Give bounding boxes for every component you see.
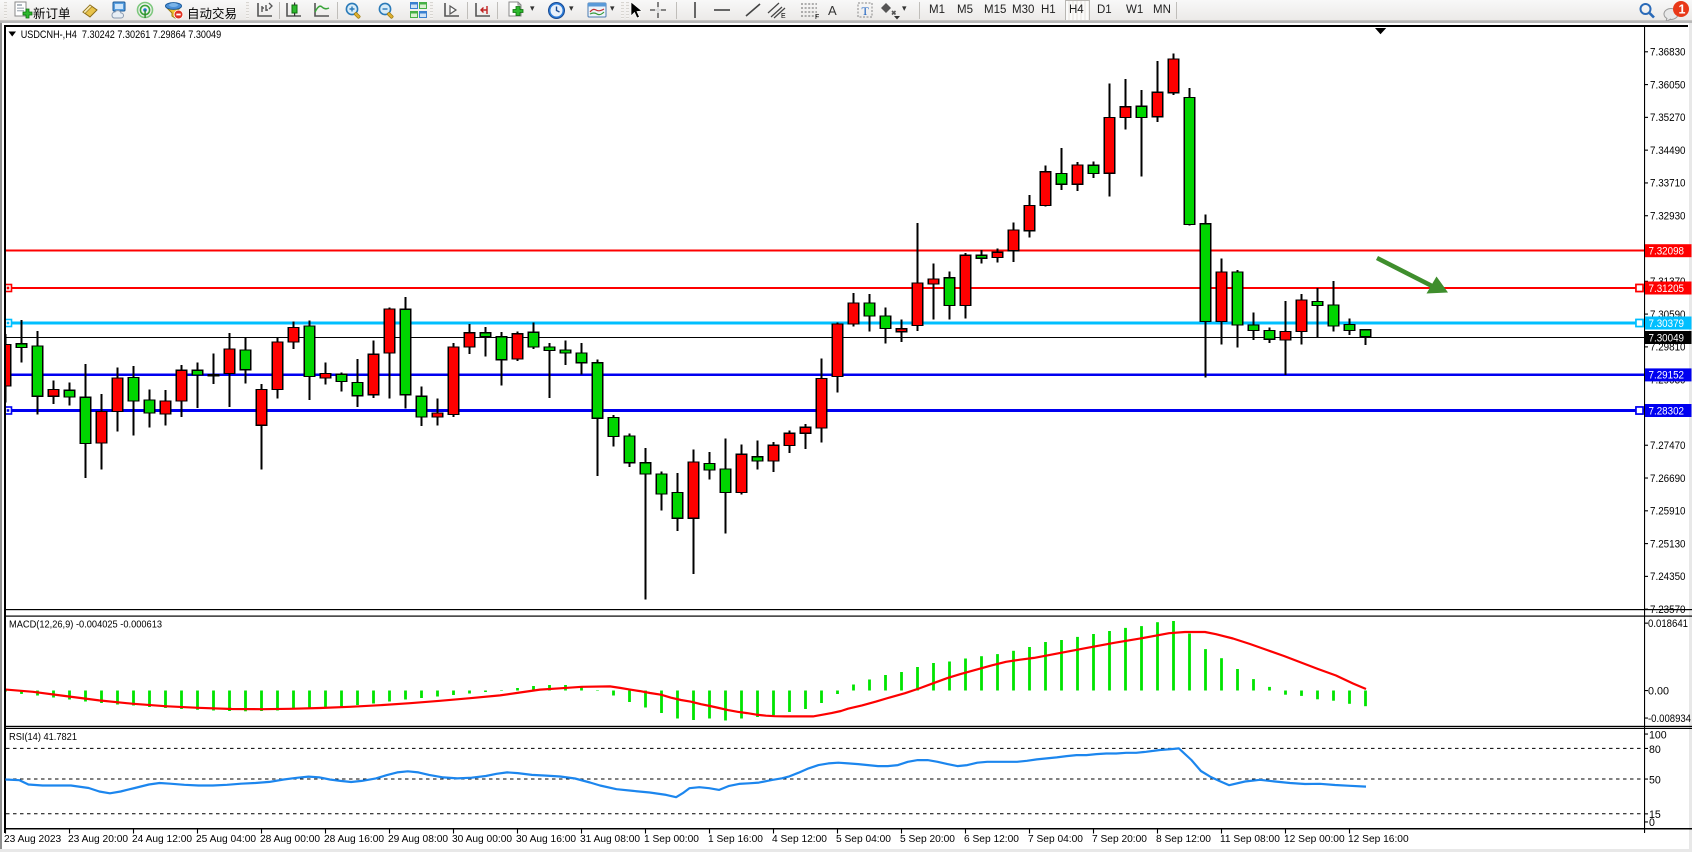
svg-text:50: 50 [1649,774,1661,786]
svg-text:15: 15 [1649,809,1661,821]
svg-text:30 Aug 00:00: 30 Aug 00:00 [452,834,512,845]
svg-text:7.30049: 7.30049 [1649,332,1685,344]
svg-text:4 Sep 12:00: 4 Sep 12:00 [772,834,827,845]
svg-text:7.25130: 7.25130 [1650,538,1686,550]
svg-text:-0.008934: -0.008934 [1648,713,1691,725]
svg-text:7.32930: 7.32930 [1650,211,1686,223]
svg-text:12 Sep 16:00: 12 Sep 16:00 [1348,834,1409,845]
svg-text:RSI(14) 41.7821: RSI(14) 41.7821 [9,732,77,743]
svg-text:E: E [781,13,786,20]
svg-text:0.00: 0.00 [1648,686,1669,698]
svg-text:7.24350: 7.24350 [1650,571,1686,583]
svg-text:1 Sep 00:00: 1 Sep 00:00 [644,834,699,845]
svg-text:12 Sep 00:00: 12 Sep 00:00 [1284,834,1345,845]
svg-text:23 Aug 20:00: 23 Aug 20:00 [68,834,128,845]
svg-text:28 Aug 00:00: 28 Aug 00:00 [260,834,320,845]
svg-text:7.33710: 7.33710 [1650,178,1686,190]
svg-text:7.27470: 7.27470 [1650,440,1686,452]
svg-text:30 Aug 16:00: 30 Aug 16:00 [516,834,576,845]
svg-text:0.018641: 0.018641 [1648,618,1688,630]
svg-text:7.30379: 7.30379 [1649,318,1685,330]
svg-text:7 Sep 04:00: 7 Sep 04:00 [1028,834,1083,845]
svg-text:24 Aug 12:00: 24 Aug 12:00 [132,834,192,845]
svg-text:USDCNH-,H4 7.30242 7.30261 7.: USDCNH-,H4 7.30242 7.30261 7.29864 7.300… [21,29,222,41]
svg-text:7 Sep 20:00: 7 Sep 20:00 [1092,834,1147,845]
svg-text:29 Aug 08:00: 29 Aug 08:00 [388,834,448,845]
svg-text:6 Sep 12:00: 6 Sep 12:00 [964,834,1019,845]
svg-text:7.28302: 7.28302 [1649,405,1685,417]
svg-text:0: 0 [1649,817,1655,829]
svg-text:100: 100 [1649,730,1667,742]
svg-text:1: 1 [1679,3,1686,17]
svg-text:T: T [862,4,870,18]
svg-text:F: F [815,14,819,20]
svg-text:7.35270: 7.35270 [1650,112,1686,124]
svg-text:80: 80 [1649,744,1661,756]
svg-text:7.34490: 7.34490 [1650,145,1686,157]
svg-text:7.26690: 7.26690 [1650,473,1686,485]
svg-text:7.36050: 7.36050 [1650,79,1686,91]
svg-text:5 Sep 20:00: 5 Sep 20:00 [900,834,955,845]
svg-text:25 Aug 04:00: 25 Aug 04:00 [196,834,256,845]
svg-text:28 Aug 16:00: 28 Aug 16:00 [324,834,384,845]
svg-text:5 Sep 04:00: 5 Sep 04:00 [836,834,891,845]
svg-text:7.29152: 7.29152 [1649,370,1685,382]
svg-text:7.25910: 7.25910 [1650,506,1686,518]
svg-text:11 Sep 08:00: 11 Sep 08:00 [1220,834,1280,845]
svg-text:7.23570: 7.23570 [1650,604,1686,616]
svg-text:7.29810: 7.29810 [1650,342,1686,354]
svg-text:MACD(12,26,9) -0.004025 -0.000: MACD(12,26,9) -0.004025 -0.000613 [9,620,162,631]
svg-text:23 Aug 2023: 23 Aug 2023 [4,834,62,845]
svg-text:7.31205: 7.31205 [1649,283,1685,295]
svg-text:7.36830: 7.36830 [1650,47,1686,59]
svg-text:31 Aug 08:00: 31 Aug 08:00 [580,834,640,845]
svg-text:1 Sep 16:00: 1 Sep 16:00 [708,834,763,845]
svg-text:7.32098: 7.32098 [1649,246,1685,258]
svg-text:8 Sep 12:00: 8 Sep 12:00 [1156,834,1211,845]
